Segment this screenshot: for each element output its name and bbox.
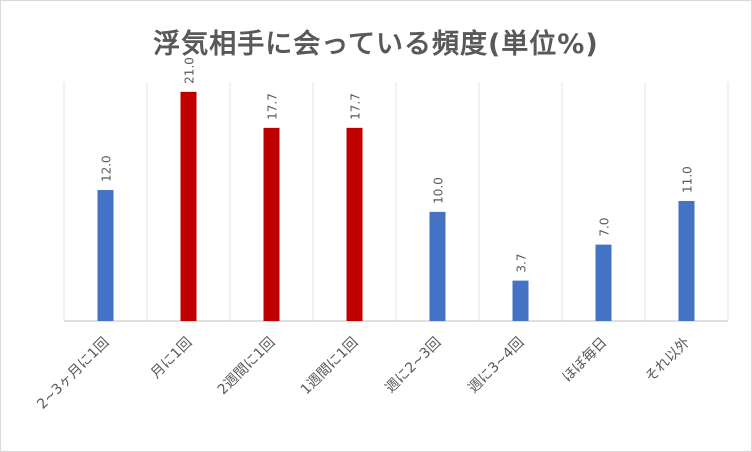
x-tick-label: 2~3ヶ月に1回 xyxy=(34,335,112,413)
x-tick-label: 週に3~4回 xyxy=(465,335,527,397)
x-tick-label: 週に2~3回 xyxy=(382,335,444,397)
x-tick-label: ほぼ毎日 xyxy=(559,335,610,386)
bar xyxy=(180,91,197,322)
data-label: 17.7 xyxy=(349,93,363,120)
data-label: 12.0 xyxy=(100,155,114,182)
x-tick-label: 月に1回 xyxy=(148,335,195,382)
bar xyxy=(97,190,114,321)
bar xyxy=(512,280,529,321)
data-label: 17.7 xyxy=(266,93,280,120)
bar xyxy=(263,127,280,321)
x-tick-label: それ以外 xyxy=(642,335,693,386)
bar xyxy=(346,127,363,321)
x-tick-label: 1週間に1回 xyxy=(298,335,362,399)
data-label: 7.0 xyxy=(598,218,612,237)
bar xyxy=(678,200,695,321)
data-label: 21.0 xyxy=(183,57,197,84)
data-label: 11.0 xyxy=(681,166,695,193)
x-tick-label: 2週間に1回 xyxy=(215,335,279,399)
chart-title: 浮気相手に会っている頻度(単位%) xyxy=(153,29,599,60)
data-label: 10.0 xyxy=(432,177,446,204)
bar xyxy=(429,211,446,321)
bar xyxy=(595,244,612,321)
data-label: 3.7 xyxy=(515,254,529,273)
